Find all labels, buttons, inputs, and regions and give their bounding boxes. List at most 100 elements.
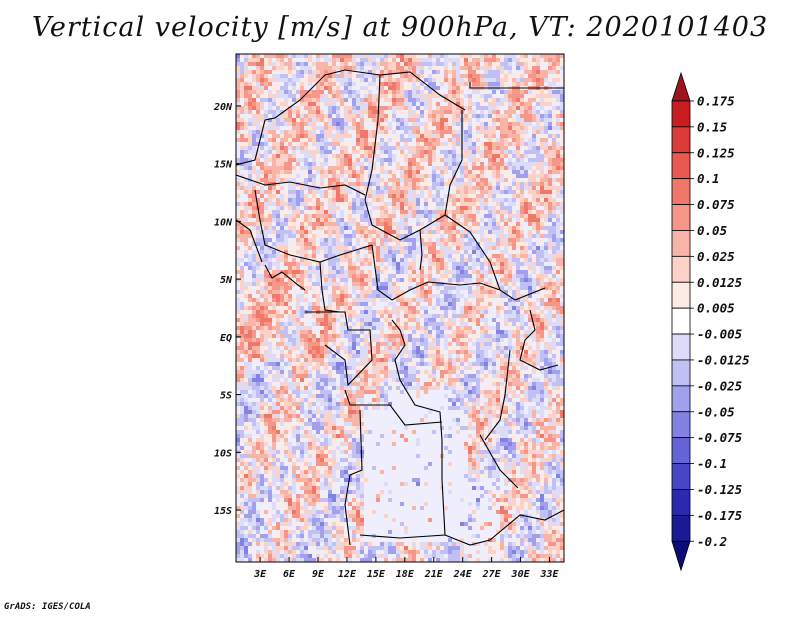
field-cell bbox=[504, 70, 508, 74]
field-cell bbox=[288, 218, 292, 222]
field-cell bbox=[508, 114, 512, 118]
field-cell bbox=[380, 230, 384, 234]
field-cell bbox=[380, 54, 384, 58]
field-cell bbox=[508, 154, 512, 158]
field-cell bbox=[460, 178, 464, 182]
field-cell bbox=[468, 58, 472, 62]
field-cell bbox=[380, 222, 384, 226]
field-cell bbox=[432, 182, 436, 186]
field-cell bbox=[316, 262, 320, 266]
field-cell bbox=[252, 230, 256, 234]
field-cell bbox=[496, 170, 500, 174]
field-cell bbox=[540, 306, 544, 310]
field-cell bbox=[508, 198, 512, 202]
field-cell bbox=[340, 290, 344, 294]
field-cell bbox=[296, 62, 300, 66]
field-cell bbox=[416, 306, 420, 310]
field-cell bbox=[412, 266, 416, 270]
field-cell bbox=[448, 286, 452, 290]
field-cell bbox=[292, 58, 296, 62]
field-cell bbox=[428, 214, 432, 218]
field-cell bbox=[384, 170, 388, 174]
field-cell bbox=[360, 54, 364, 58]
field-cell bbox=[464, 194, 468, 198]
field-cell bbox=[412, 86, 416, 90]
field-cell bbox=[292, 262, 296, 266]
field-cell bbox=[460, 270, 464, 274]
field-cell bbox=[416, 234, 420, 238]
field-cell bbox=[448, 94, 452, 98]
field-cell bbox=[524, 162, 528, 166]
field-cell bbox=[536, 222, 540, 226]
field-cell bbox=[424, 98, 428, 102]
field-cell bbox=[508, 126, 512, 130]
field-cell bbox=[544, 202, 548, 206]
field-cell bbox=[412, 174, 416, 178]
field-cell bbox=[468, 274, 472, 278]
field-cell bbox=[284, 70, 288, 74]
field-cell bbox=[400, 230, 404, 234]
field-cell bbox=[308, 118, 312, 122]
field-cell bbox=[336, 246, 340, 250]
field-cell bbox=[328, 150, 332, 154]
field-cell bbox=[236, 114, 240, 118]
field-cell bbox=[284, 142, 288, 146]
field-cell bbox=[244, 222, 248, 226]
field-cell bbox=[508, 190, 512, 194]
field-cell bbox=[412, 110, 416, 114]
field-cell bbox=[516, 150, 520, 154]
field-cell bbox=[432, 210, 436, 214]
field-cell bbox=[516, 274, 520, 278]
field-cell bbox=[288, 118, 292, 122]
field-cell bbox=[308, 334, 312, 338]
field-cell bbox=[440, 250, 444, 254]
field-cell bbox=[536, 154, 540, 158]
field-cell bbox=[484, 282, 488, 286]
field-cell bbox=[472, 142, 476, 146]
field-cell bbox=[536, 270, 540, 274]
field-cell bbox=[320, 162, 324, 166]
field-cell bbox=[360, 98, 364, 102]
field-cell bbox=[448, 270, 452, 274]
field-cell bbox=[560, 78, 564, 82]
field-cell bbox=[404, 158, 408, 162]
field-cell bbox=[512, 330, 516, 334]
field-cell bbox=[428, 122, 432, 126]
field-cell bbox=[352, 66, 356, 70]
field-cell bbox=[424, 94, 428, 98]
field-cell bbox=[416, 146, 420, 150]
field-cell bbox=[444, 246, 448, 250]
field-cell bbox=[288, 82, 292, 86]
field-cell bbox=[556, 146, 560, 150]
field-cell bbox=[456, 98, 460, 102]
field-cell bbox=[412, 198, 416, 202]
field-cell bbox=[372, 278, 376, 282]
field-cell bbox=[532, 250, 536, 254]
field-cell bbox=[484, 190, 488, 194]
field-cell bbox=[524, 246, 528, 250]
field-cell bbox=[416, 194, 420, 198]
field-cell bbox=[252, 142, 256, 146]
field-cell bbox=[244, 262, 248, 266]
field-cell bbox=[368, 218, 372, 222]
field-cell bbox=[384, 206, 388, 210]
field-cell bbox=[344, 150, 348, 154]
field-cell bbox=[412, 202, 416, 206]
field-cell bbox=[272, 278, 276, 282]
field-cell bbox=[484, 286, 488, 290]
field-cell bbox=[396, 314, 400, 318]
field-cell bbox=[368, 302, 372, 306]
field-cell bbox=[544, 274, 548, 278]
field-cell bbox=[264, 270, 268, 274]
field-cell bbox=[308, 182, 312, 186]
field-cell bbox=[344, 298, 348, 302]
field-cell bbox=[376, 254, 380, 258]
field-cell bbox=[428, 322, 432, 326]
field-cell bbox=[540, 118, 544, 122]
field-cell bbox=[492, 178, 496, 182]
field-cell bbox=[464, 214, 468, 218]
field-cell bbox=[348, 310, 352, 314]
field-cell bbox=[440, 290, 444, 294]
field-cell bbox=[412, 190, 416, 194]
field-cell bbox=[428, 190, 432, 194]
